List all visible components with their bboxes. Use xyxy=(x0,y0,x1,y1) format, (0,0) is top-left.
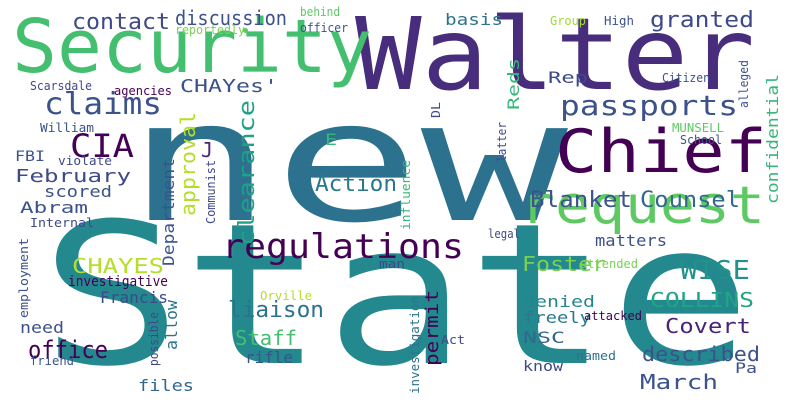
word: freely xyxy=(523,308,591,327)
word: influence xyxy=(399,160,413,230)
word: CHAYes' xyxy=(180,76,278,97)
word: contact xyxy=(72,10,170,35)
word: School xyxy=(680,133,722,147)
decorative-dot xyxy=(243,28,248,33)
word: need xyxy=(20,318,64,337)
word: MUNSELL xyxy=(672,121,724,135)
word: Pa xyxy=(735,361,757,377)
word: know xyxy=(523,359,563,375)
word: February xyxy=(15,166,131,187)
word: investigation xyxy=(408,296,422,394)
word: man xyxy=(379,257,405,271)
word: regulations xyxy=(222,227,464,267)
word: Communist xyxy=(204,160,218,224)
word: alleged xyxy=(737,60,751,108)
word: Walter xyxy=(355,0,755,113)
word: William xyxy=(40,121,94,135)
word: rifle xyxy=(245,348,293,367)
word: agencies xyxy=(114,84,172,98)
word: CHAYES xyxy=(72,254,164,278)
word: attended xyxy=(580,257,638,271)
word: allow xyxy=(162,300,181,350)
word: E xyxy=(325,130,337,149)
word: approval xyxy=(176,112,200,216)
word: attacked xyxy=(584,309,642,323)
word: files xyxy=(138,376,194,395)
word: CIA xyxy=(70,127,134,165)
word: granted xyxy=(650,8,754,33)
word: employment xyxy=(17,238,31,318)
word: Covert xyxy=(665,314,751,338)
word: Counsel xyxy=(640,188,740,213)
word: Chief xyxy=(555,117,767,187)
word: friend xyxy=(30,354,74,368)
word: Blanket xyxy=(530,188,632,213)
word: Internal xyxy=(30,216,94,230)
word: Reds xyxy=(504,58,523,110)
word: Rep xyxy=(548,68,588,87)
word: scored xyxy=(44,182,112,201)
word: Staff xyxy=(235,326,297,350)
word: DL xyxy=(429,102,443,118)
word: FBI xyxy=(15,149,45,165)
word: Citizen xyxy=(662,71,710,85)
word: office xyxy=(28,336,108,364)
word: reportedly xyxy=(175,23,245,37)
word: NSC xyxy=(523,328,565,347)
word: J xyxy=(201,138,213,162)
word: Action xyxy=(315,172,397,197)
word: officer xyxy=(300,21,348,35)
word: discussion xyxy=(175,6,287,30)
word: described xyxy=(642,342,760,366)
word: Scarsdale xyxy=(30,79,92,93)
word: clearance xyxy=(235,100,260,247)
word: Group xyxy=(550,14,586,28)
word: WISE xyxy=(680,256,750,286)
word: Foster xyxy=(522,252,606,276)
word: legal xyxy=(488,227,520,241)
word: latter xyxy=(495,122,509,162)
word: Security xyxy=(12,4,372,90)
word: Abram xyxy=(20,198,88,217)
word: Francis xyxy=(100,288,168,307)
word: violate xyxy=(58,154,112,168)
word: behind xyxy=(300,5,340,19)
word: COLLINS xyxy=(650,288,754,312)
word: permit xyxy=(422,290,443,366)
word: Department xyxy=(159,158,178,266)
word: Orville xyxy=(260,289,312,303)
word: claims xyxy=(44,87,162,122)
word: investigative xyxy=(68,274,168,290)
word: March xyxy=(640,370,718,394)
word: new xyxy=(126,64,568,260)
word: possible xyxy=(147,312,161,366)
word: request xyxy=(520,176,765,236)
word: High xyxy=(604,14,634,28)
word: liaison xyxy=(228,298,324,323)
word: State xyxy=(40,182,752,405)
word: named xyxy=(576,349,616,363)
word: matters xyxy=(595,231,667,250)
word: passports xyxy=(560,89,738,122)
word: denied xyxy=(523,292,595,311)
word: Act xyxy=(441,333,465,347)
word: basis xyxy=(445,10,503,29)
word: confidential xyxy=(763,74,782,204)
